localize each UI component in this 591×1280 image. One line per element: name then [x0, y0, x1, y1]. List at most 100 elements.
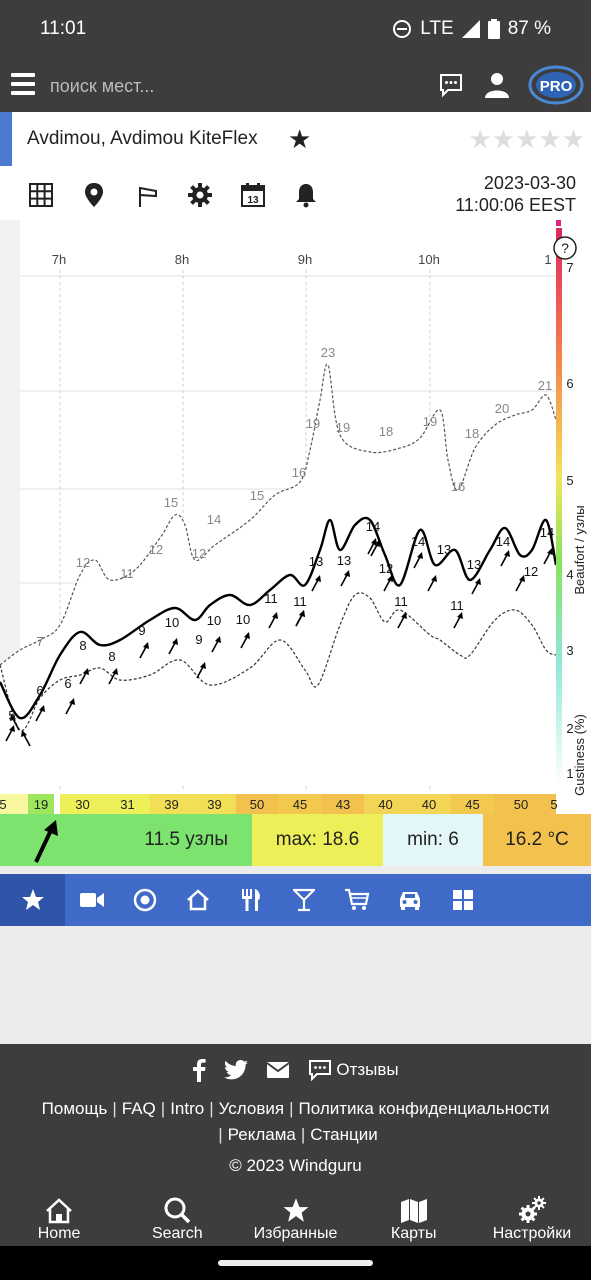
category-restaurants[interactable] — [224, 874, 277, 926]
wind-arrow — [211, 636, 221, 653]
min-wind-label: 7 — [36, 634, 43, 649]
feedback-link[interactable]: Отзывы — [308, 1059, 399, 1081]
max-gust-label: 12 — [76, 555, 90, 570]
rating-stars[interactable]: ★★★★★ — [468, 124, 585, 154]
wind-speed-label: 14 — [366, 519, 380, 534]
help-label: ? — [561, 240, 569, 256]
link-help[interactable]: Помощь — [41, 1099, 108, 1118]
link-faq[interactable]: FAQ — [121, 1099, 156, 1118]
search-input[interactable] — [50, 71, 410, 101]
summary-wind: 11.5 узлы — [0, 814, 252, 866]
max-gust-label: 18 — [465, 426, 479, 441]
category-spots[interactable] — [118, 874, 171, 926]
max-gust-label: 19 — [423, 414, 437, 429]
wind-sock-icon[interactable] — [134, 182, 160, 208]
category-webcams[interactable] — [65, 874, 118, 926]
nav-favorites[interactable]: Избранные — [236, 1188, 354, 1246]
gust-cell — [451, 794, 494, 814]
restaurant-icon — [241, 889, 260, 911]
max-gust-label: 16 — [292, 465, 306, 480]
gust-value: 50 — [250, 797, 264, 812]
gust-cell — [548, 794, 556, 814]
wind-speed-label: 11 — [394, 594, 408, 609]
category-accommodation[interactable] — [171, 874, 224, 926]
wind-arrow — [311, 575, 321, 592]
wind-arrow — [268, 612, 278, 629]
nav-maps[interactable]: Карты — [355, 1188, 473, 1246]
facebook-icon[interactable] — [192, 1058, 206, 1082]
pro-logo-icon[interactable]: PRO — [528, 65, 584, 105]
map-pin-icon[interactable] — [81, 182, 107, 208]
gust-value: 40 — [378, 797, 392, 812]
chat-icon[interactable] — [438, 72, 464, 98]
link-intro[interactable]: Intro — [170, 1099, 205, 1118]
toolbar: 13 2023-03-30 11:00:06 EEST — [0, 166, 591, 220]
gust-cell — [60, 794, 105, 814]
wind-arrow — [65, 698, 75, 715]
link-stations[interactable]: Станции — [310, 1125, 378, 1144]
x-tick-label: 9h — [298, 252, 312, 267]
cocktail-icon — [292, 888, 315, 912]
wind-arrow — [139, 642, 149, 659]
help-button[interactable]: ? — [553, 236, 577, 260]
email-icon[interactable] — [266, 1061, 290, 1079]
wind-speed-label: 13 — [337, 553, 351, 568]
gust-cell — [236, 794, 278, 814]
map-icon — [400, 1199, 427, 1223]
calendar-icon[interactable]: 13 — [240, 182, 266, 208]
star-icon — [283, 1198, 308, 1222]
gesture-handle[interactable] — [218, 1260, 373, 1266]
summary-bar: 11.5 узлы max: 18.6 min: 6 16.2 °C — [0, 814, 591, 866]
gust-value: 50 — [514, 797, 528, 812]
battery-level: 87 % — [507, 18, 551, 39]
bell-icon[interactable] — [293, 182, 319, 208]
battery-icon — [487, 19, 500, 39]
favorite-star-icon[interactable]: ★ — [288, 124, 312, 154]
wind-arrow — [79, 668, 89, 685]
grid-icon[interactable] — [28, 182, 54, 208]
wind-arrow — [21, 730, 31, 747]
beaufort-tick-label: 4 — [566, 567, 573, 582]
nav-search[interactable]: Search — [118, 1188, 236, 1246]
home-icon — [46, 1198, 72, 1224]
gust-value: 19 — [34, 797, 48, 812]
gust-cell — [28, 794, 54, 814]
wind-speed-label: 13 — [467, 557, 481, 572]
wind-speed-label: 11 — [264, 591, 278, 606]
nav-home[interactable]: Home — [0, 1188, 118, 1246]
link-terms[interactable]: Условия — [218, 1099, 285, 1118]
gust-cell — [364, 794, 407, 814]
gust-value: 30 — [75, 797, 89, 812]
location-name: Avdimou, Avdimou KiteFlex — [27, 128, 258, 149]
forecast-time: 11:00:06 EEST — [455, 195, 576, 215]
category-favorites[interactable] — [0, 874, 65, 926]
mean-wind-line — [0, 516, 558, 720]
category-shops[interactable] — [330, 874, 383, 926]
max-gust-label: 19 — [336, 420, 350, 435]
pro-label: PRO — [540, 78, 573, 95]
wind-speed-label: 9 — [195, 632, 202, 647]
gear-icon[interactable] — [187, 182, 213, 208]
dnd-icon — [393, 20, 412, 38]
gust-cell — [193, 794, 236, 814]
signal-icon — [461, 20, 480, 38]
wind-speed-label: 14 — [411, 534, 425, 549]
wind-arrow — [108, 668, 118, 685]
menu-icon[interactable] — [11, 73, 35, 97]
wind-chart[interactable]: 7h 8h 9h 10h 1 5 6 6 8 8 9 10 9 10 10 11 11 13 13 14 12 11 14 1… — [0, 220, 591, 814]
link-ads[interactable]: Реклама — [227, 1125, 296, 1144]
category-more[interactable] — [436, 874, 489, 926]
gust-value: 43 — [336, 797, 350, 812]
link-privacy[interactable]: Политика конфиденциальности — [298, 1099, 550, 1118]
wind-speed-label: 6 — [64, 676, 71, 691]
category-bars[interactable] — [277, 874, 330, 926]
gust-cell — [278, 794, 322, 814]
user-icon[interactable] — [485, 72, 509, 98]
twitter-icon[interactable] — [224, 1060, 249, 1080]
category-rentals[interactable] — [383, 874, 436, 926]
nav-settings[interactable]: Настройки — [473, 1188, 591, 1246]
wind-area — [0, 364, 556, 784]
wind-arrow — [240, 632, 250, 649]
gust-value: 45 — [465, 797, 479, 812]
